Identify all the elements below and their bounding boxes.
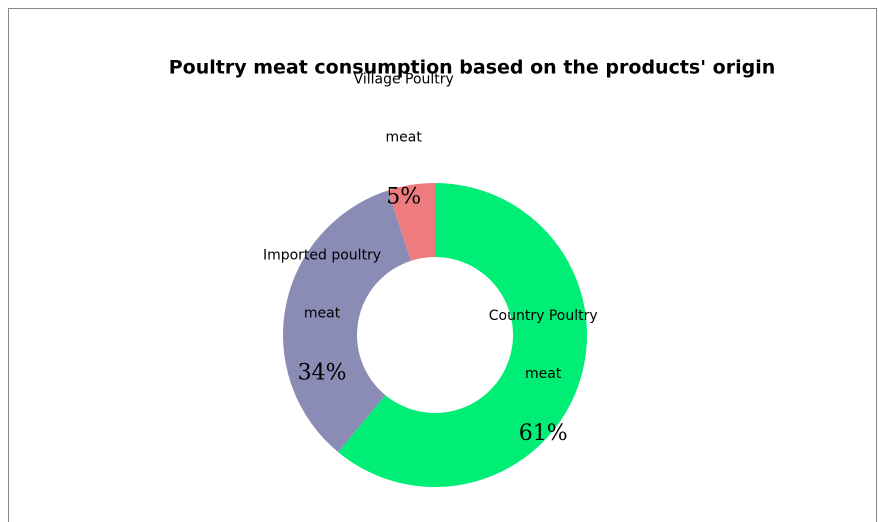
chart-title: Poultry meat consumption based on the pr… <box>169 57 776 79</box>
slice-label: Country Poultry meat <box>489 308 598 382</box>
donut-slice <box>283 190 411 453</box>
donut-slice <box>388 183 435 261</box>
donut-slice <box>338 183 588 487</box>
slice-value-label: 34% <box>298 360 347 385</box>
slice-value-label: 61% <box>519 421 568 446</box>
slice-value-label: 5% <box>386 184 421 209</box>
slice-label: Imported poultry meat <box>263 247 381 321</box>
slice-label: Village Poultry meat <box>354 71 454 145</box>
